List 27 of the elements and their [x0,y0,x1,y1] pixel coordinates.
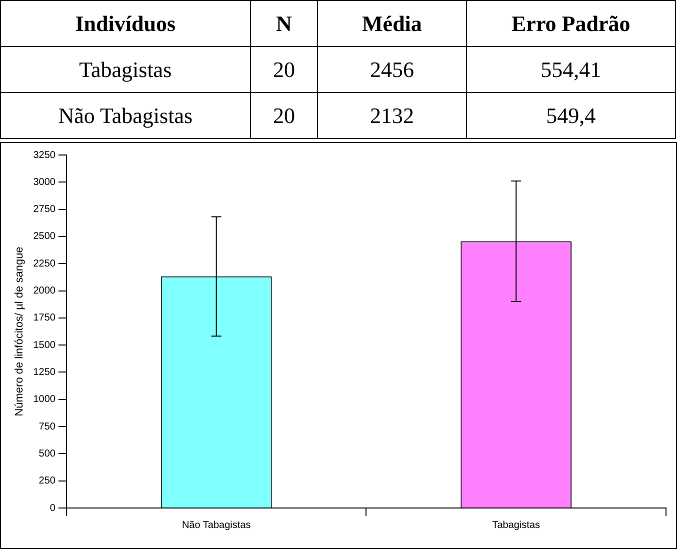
y-tick-label: 2750 [33,204,56,216]
y-tick-label: 1000 [33,394,56,406]
y-tick-label: 500 [38,448,56,460]
text: 549,4 [466,92,676,138]
y-tick-label: 2000 [33,286,56,297]
text: Indivíduos [0,0,250,46]
text: N [250,0,318,46]
y-tick-label: 1250 [33,366,56,378]
y-axis-title: Número de linfócitos/ µl de sangue [14,246,26,416]
y-tick-label: 1500 [33,340,56,351]
y-tick-label: 3250 [33,150,56,161]
text: Tabagistas [0,46,250,92]
text: 2132 [318,92,466,138]
text: Média [318,0,466,46]
y-tick-label: 250 [38,476,56,487]
text: Não Tabagistas [0,92,250,138]
y-tick-label: 3000 [33,176,56,188]
y-tick-label: 0 [50,502,56,514]
text: 554,41 [466,46,676,92]
text: 2456 [318,46,466,92]
y-tick-label: 750 [38,421,56,432]
y-tick-label: 1750 [33,312,56,324]
y-tick-label: 2500 [33,231,56,242]
text: Erro Padrão [466,0,676,46]
text: 20 [250,46,318,92]
text: 20 [250,92,318,138]
y-tick-label: 2250 [33,258,56,270]
